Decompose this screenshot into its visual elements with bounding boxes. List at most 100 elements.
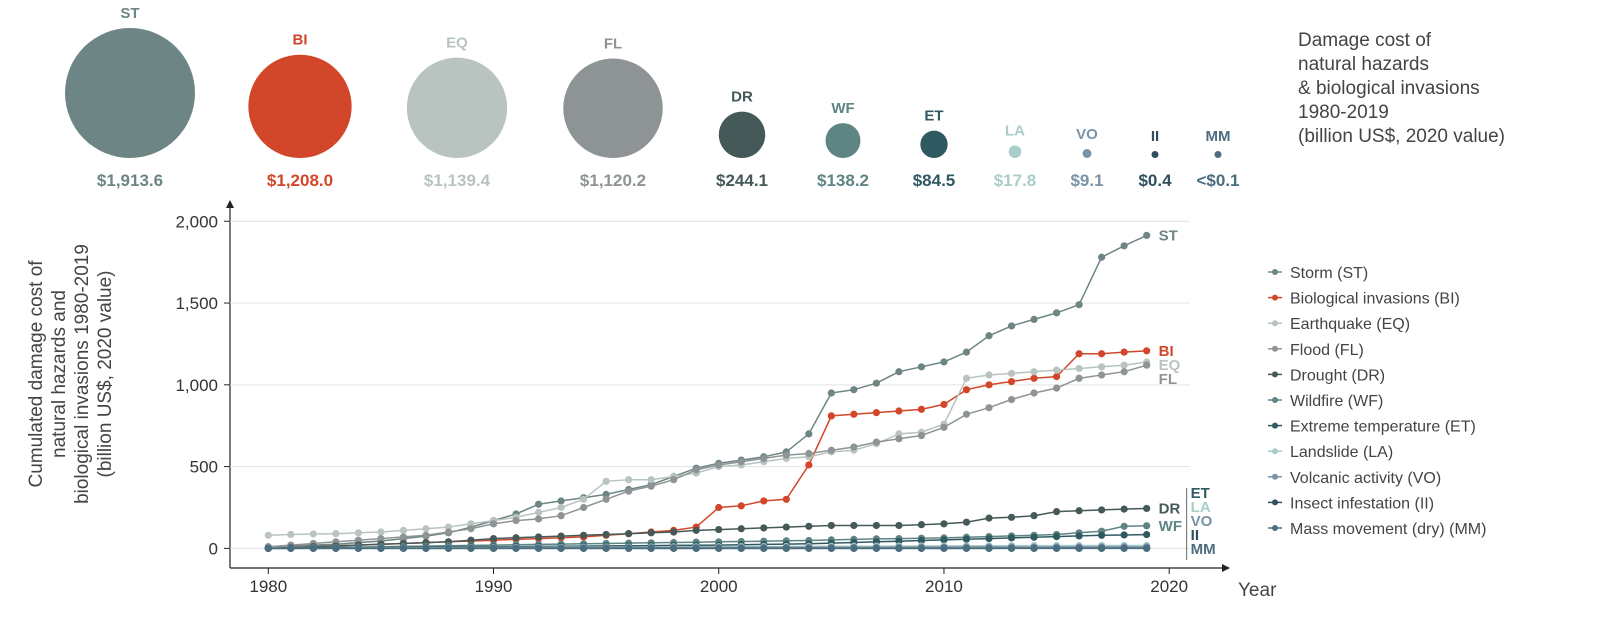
data-point [422,532,429,539]
data-point [918,432,925,439]
legend-label: Biological invasions (BI) [1290,291,1460,308]
data-point [603,478,610,485]
end-label: ST [1159,227,1178,244]
data-point [873,522,880,529]
data-point [918,406,925,413]
x-axis-arrow [1222,564,1230,572]
legend-label: Drought (DR) [1290,367,1385,384]
data-point [1053,508,1060,515]
end-label: DR [1159,500,1181,517]
data-point [828,447,835,454]
data-point [557,504,564,511]
data-point [963,536,970,543]
note-line: (billion US$, 2020 value) [1298,126,1505,147]
data-point [512,545,519,552]
data-point [377,545,384,552]
data-point [1143,545,1150,552]
bubble-abbr: ST [120,5,139,22]
data-point [445,528,452,535]
data-point [1053,309,1060,316]
data-point [535,515,542,522]
data-point [760,545,767,552]
bubble-value: $0.4 [1138,171,1172,190]
bubble-abbr: EQ [446,35,468,52]
bubble-abbr: MM [1206,128,1231,145]
data-point [738,502,745,509]
data-point [895,407,902,414]
data-point [760,455,767,462]
data-point [1098,506,1105,513]
data-point [895,435,902,442]
bubble-abbr: ET [924,108,943,125]
bubble [826,123,861,158]
data-point [918,521,925,528]
data-point [850,545,857,552]
data-point [535,545,542,552]
data-point [1075,301,1082,308]
data-point [738,525,745,532]
legend-label: Storm (ST) [1290,265,1368,282]
data-point [1098,532,1105,539]
data-point [873,409,880,416]
bubble [1215,151,1222,158]
data-point [1075,350,1082,357]
data-point [1008,514,1015,521]
legend-dot [1272,295,1278,301]
data-point [265,545,272,552]
data-point [490,545,497,552]
note-line: 1980-2019 [1298,102,1389,123]
data-point [1075,375,1082,382]
data-point [400,533,407,540]
series-line [268,235,1146,546]
bubble-value: $244.1 [716,171,768,190]
data-point [557,497,564,504]
data-point [1075,532,1082,539]
data-point [1030,545,1037,552]
legend-dot [1272,448,1278,454]
data-point [670,528,677,535]
data-point [985,404,992,411]
data-point [535,501,542,508]
data-point [828,389,835,396]
data-point [422,545,429,552]
x-axis-label: Year [1238,580,1277,601]
note-line: & biological invasions [1298,78,1480,99]
data-point [535,509,542,516]
data-point [963,519,970,526]
bubble [1009,145,1022,158]
data-point [805,523,812,530]
bubble-value: $17.8 [994,171,1037,190]
data-point [625,530,632,537]
data-point [783,496,790,503]
legend-dot [1272,346,1278,352]
data-point [1053,533,1060,540]
legend-dot [1272,474,1278,480]
bubble-abbr: WF [831,100,854,117]
data-point [580,545,587,552]
data-point [1121,523,1128,530]
data-point [828,522,835,529]
legend-dot [1272,423,1278,429]
data-point [1030,389,1037,396]
data-point [783,452,790,459]
data-point [512,517,519,524]
y-tick-label: 500 [190,458,218,477]
data-point [535,533,542,540]
y-tick-label: 1,000 [175,376,218,395]
data-point [1008,545,1015,552]
data-point [580,496,587,503]
data-point [1143,347,1150,354]
data-point [1121,506,1128,513]
note-line: Damage cost of [1298,30,1432,51]
bubble [1152,151,1159,158]
data-point [1143,362,1150,369]
legend-label: Mass movement (dry) (MM) [1290,521,1486,538]
data-point [1053,366,1060,373]
data-point [1008,370,1015,377]
data-point [783,524,790,531]
data-point [985,515,992,522]
data-point [1075,365,1082,372]
y-tick-label: 0 [209,539,218,558]
data-point [1121,368,1128,375]
data-point [670,545,677,552]
